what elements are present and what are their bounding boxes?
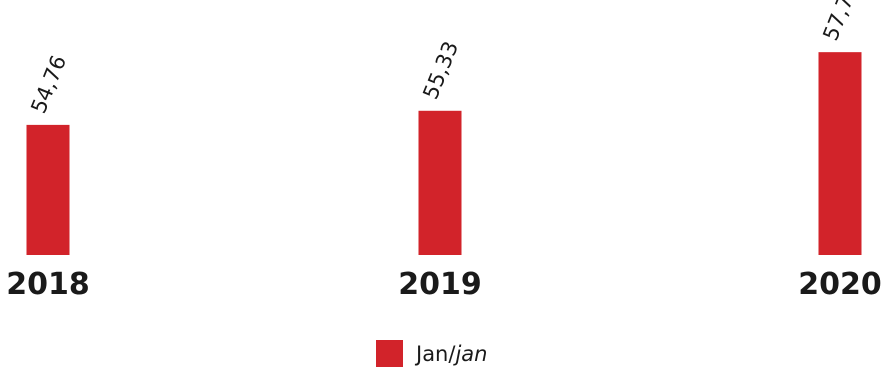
category-label-2020: 2020 (798, 267, 882, 302)
legend-label-main: Jan/ (416, 341, 456, 366)
category-label-2018: 2018 (6, 267, 90, 302)
data-label-2020: 57,70 (818, 0, 863, 44)
data-labels-group: 54,76 55,33 57,70 (26, 0, 863, 117)
legend: Jan/jan (376, 340, 487, 367)
bar-2018 (26, 124, 70, 255)
legend-swatch (376, 340, 403, 367)
category-labels-group: 2018 2019 2020 (6, 267, 882, 302)
data-label-2018: 54,76 (26, 52, 71, 117)
legend-label: Jan/jan (416, 342, 487, 366)
bar-2019 (418, 110, 462, 255)
category-label-2019: 2019 (398, 267, 482, 302)
bars-group (26, 52, 862, 255)
legend-label-italic: jan (455, 341, 488, 366)
data-label-2019: 55,33 (418, 38, 463, 103)
bar-2020 (818, 52, 862, 255)
